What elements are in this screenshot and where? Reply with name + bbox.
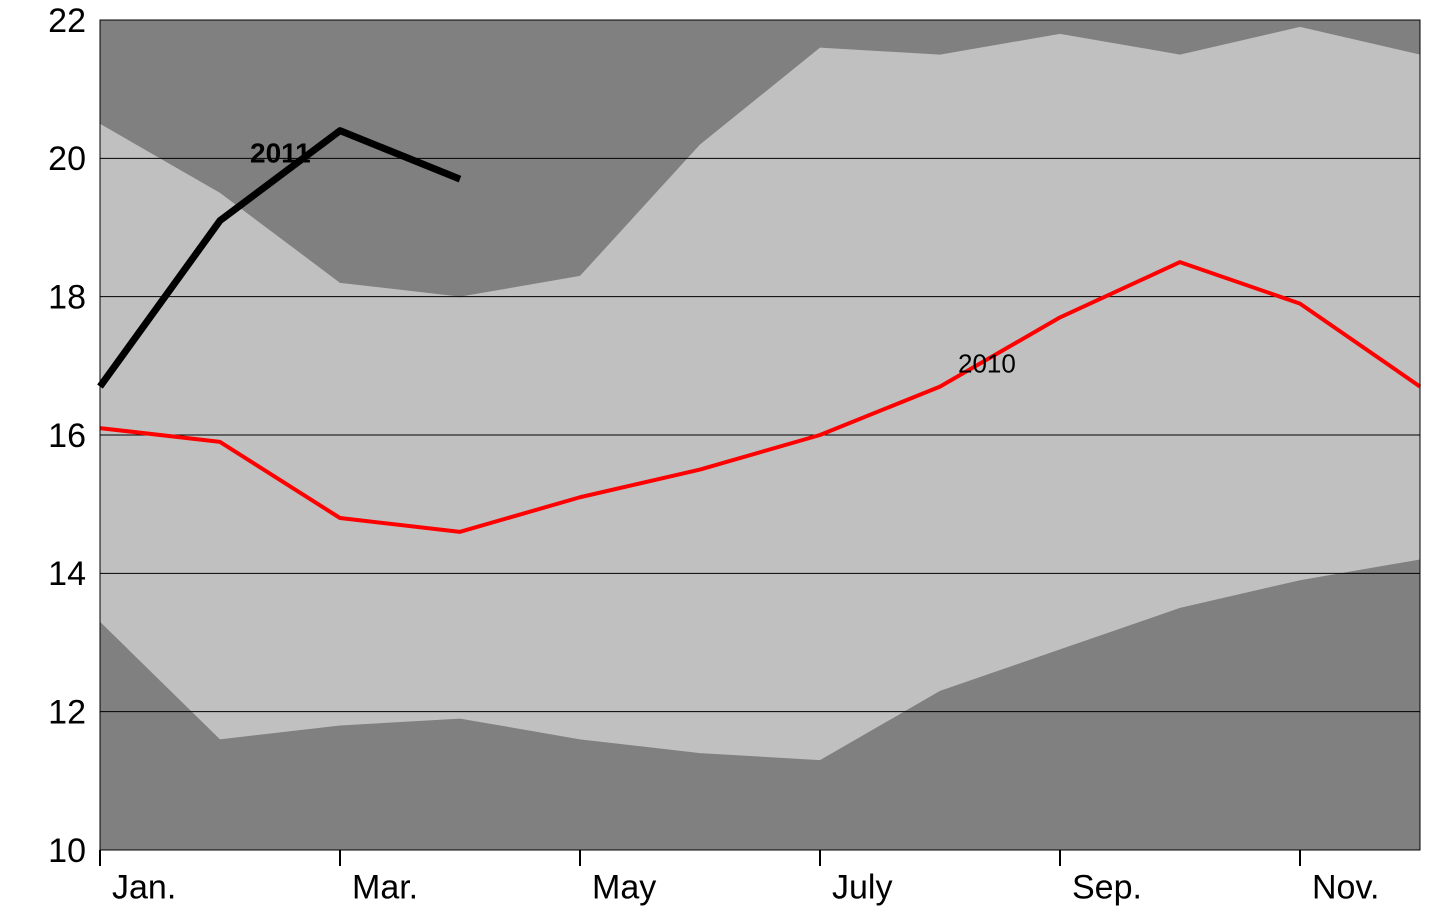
x-tick-label: July xyxy=(832,868,892,906)
y-tick-label: 12 xyxy=(48,694,86,732)
x-tick-label: Mar. xyxy=(352,868,418,906)
y-tick-label: 16 xyxy=(48,417,86,455)
x-tick-label: May xyxy=(592,868,656,906)
y-tick-label: 20 xyxy=(48,140,86,178)
x-tick-label: Jan. xyxy=(112,868,176,906)
y-tick-label: 10 xyxy=(48,832,86,870)
x-tick-label: Nov. xyxy=(1312,868,1379,906)
x-tick-label: Sep. xyxy=(1072,868,1142,906)
series-label-2010: 2010 xyxy=(958,349,1016,379)
y-tick-label: 14 xyxy=(48,555,86,593)
y-tick-label: 22 xyxy=(48,2,86,40)
line-chart: 10 12 14 16 18 20 22 Jan. Mar. May July Sep. Nov. 201… xyxy=(0,0,1442,920)
series-label-2011: 2011 xyxy=(250,138,311,169)
y-tick-label: 18 xyxy=(48,279,86,317)
chart-container: 10 12 14 16 18 20 22 Jan. Mar. May July Sep. Nov. 201… xyxy=(0,0,1442,920)
